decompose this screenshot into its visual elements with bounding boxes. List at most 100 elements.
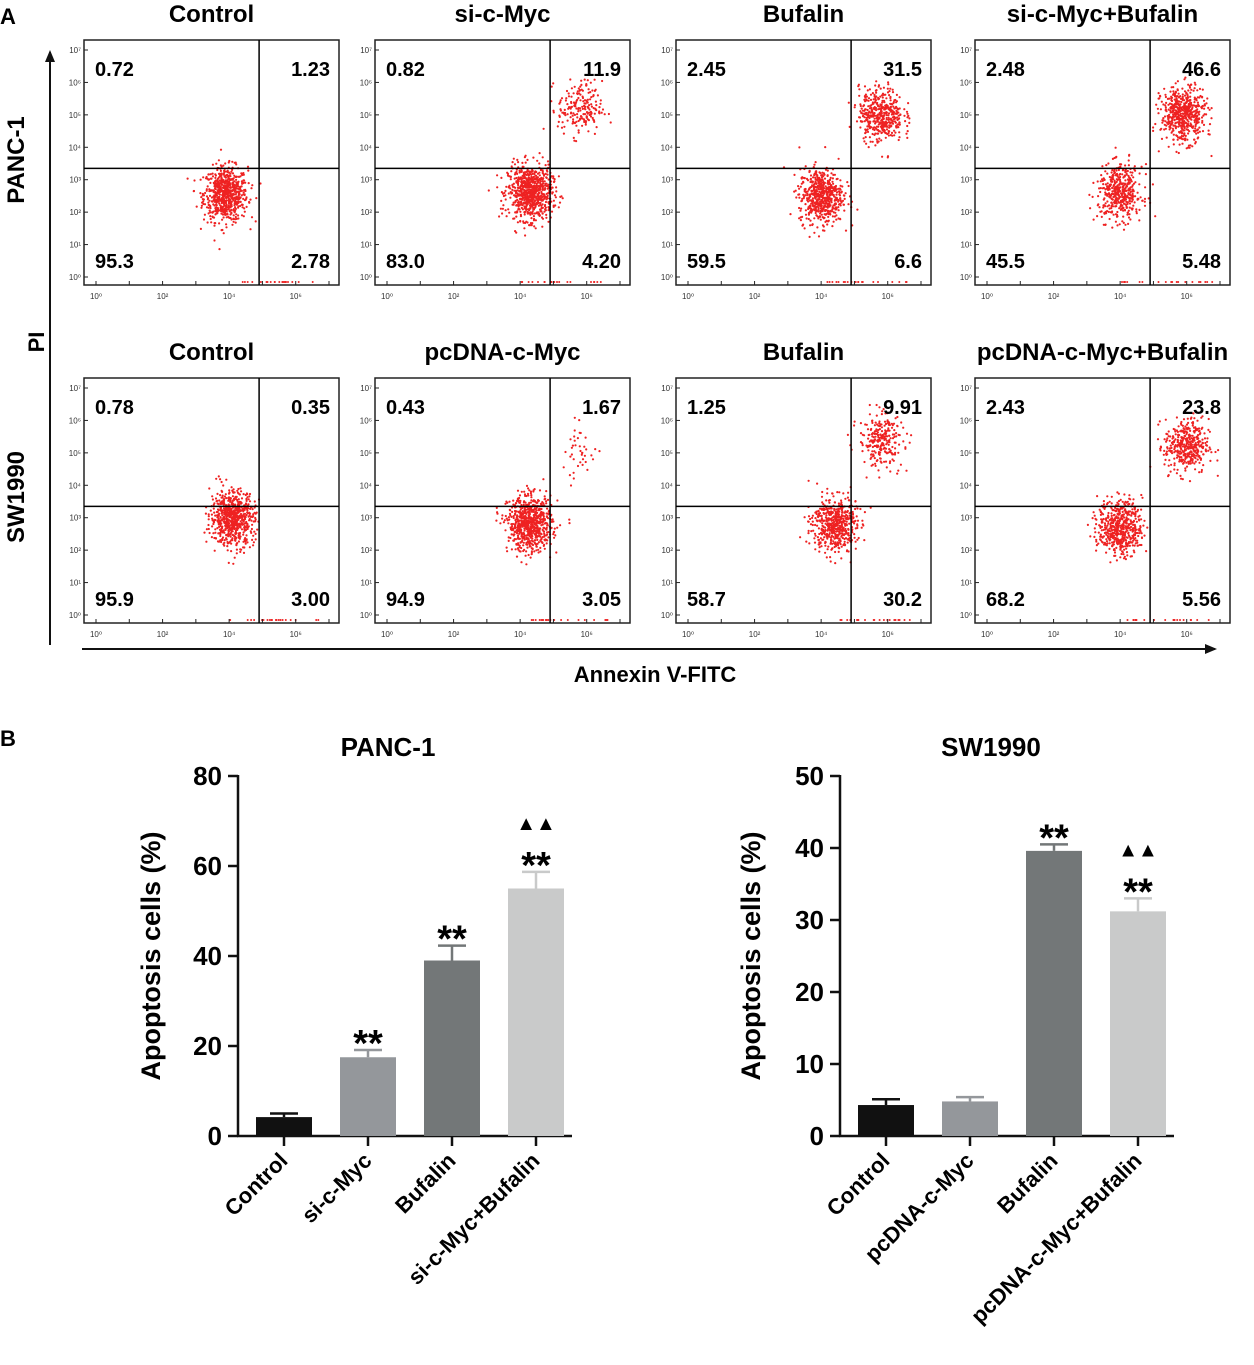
event-dot <box>275 619 278 621</box>
event-dot <box>1121 186 1125 189</box>
event-dot <box>872 281 875 283</box>
event-dot <box>514 194 517 197</box>
event-dot <box>815 205 818 209</box>
event-dot <box>1115 205 1118 208</box>
event-dot <box>530 223 533 226</box>
event-dot <box>1159 108 1162 111</box>
event-dot <box>1113 189 1116 192</box>
event-dot <box>224 205 228 208</box>
event-dot <box>1117 176 1120 179</box>
event-dot <box>1138 172 1141 175</box>
y-tick-label: 10¹ <box>661 241 673 250</box>
event-dot <box>230 200 233 203</box>
event-dot <box>1127 179 1130 182</box>
event-dot <box>863 113 866 116</box>
event-dot <box>1114 195 1117 198</box>
event-dot <box>500 176 503 179</box>
event-dot <box>891 91 895 94</box>
event-dot <box>221 192 225 195</box>
event-dot <box>543 495 546 498</box>
event-dot <box>1166 97 1169 100</box>
event-dot <box>832 220 835 223</box>
event-dot <box>866 125 869 128</box>
event-dot <box>881 99 884 102</box>
event-dot <box>1183 132 1186 135</box>
event-dot <box>569 116 572 119</box>
event-dot <box>1210 107 1213 110</box>
event-dot <box>203 531 206 534</box>
event-dot <box>538 214 541 217</box>
event-dot <box>1186 110 1189 113</box>
event-dot <box>871 114 874 117</box>
event-dot <box>832 182 835 185</box>
event-dot <box>1187 105 1190 108</box>
event-dot <box>220 496 223 499</box>
event-dot <box>506 174 510 177</box>
event-dot <box>1124 187 1127 190</box>
event-dot <box>529 207 532 210</box>
event-dot <box>219 534 222 538</box>
event-dot <box>842 203 846 206</box>
event-dot <box>241 206 244 209</box>
event-dot <box>1172 138 1175 141</box>
event-dot <box>870 104 873 107</box>
y-tick-label: 10⁷ <box>960 46 972 55</box>
event-dot <box>586 112 589 115</box>
event-dot <box>811 189 814 193</box>
event-dot <box>1122 228 1126 231</box>
event-dot <box>1199 281 1202 283</box>
event-dot <box>1165 136 1168 139</box>
event-dot <box>537 184 540 187</box>
event-dot <box>231 495 234 498</box>
event-dot <box>1176 115 1179 119</box>
event-dot <box>587 130 590 133</box>
event-dot <box>219 524 222 528</box>
event-dot <box>1186 96 1189 99</box>
event-dot <box>887 83 890 86</box>
event-dot <box>1126 213 1129 216</box>
event-dot <box>1173 118 1176 121</box>
event-dot <box>577 131 580 134</box>
event-dot <box>581 95 584 98</box>
dotplot-title: Bufalin <box>763 1 844 28</box>
event-dot <box>1122 215 1125 218</box>
event-dot <box>1194 127 1197 130</box>
event-dot <box>282 281 285 283</box>
event-dot <box>580 83 583 86</box>
event-dot <box>541 178 544 181</box>
event-dot <box>1104 205 1107 208</box>
x-tick-label: 10⁰ <box>90 292 102 301</box>
event-dot <box>1172 86 1175 89</box>
y-tick-label: 10⁵ <box>360 111 372 120</box>
event-dot <box>867 111 870 114</box>
event-dot <box>249 228 252 231</box>
event-dot <box>810 210 813 213</box>
event-dot <box>594 88 597 91</box>
event-dot <box>234 189 237 192</box>
event-dot <box>234 186 237 189</box>
event-dot <box>242 179 245 182</box>
event-dot <box>235 548 238 551</box>
event-dot <box>552 82 555 85</box>
event-dot <box>1152 129 1155 132</box>
event-dot <box>582 118 586 121</box>
event-dot <box>810 207 813 210</box>
event-dot <box>823 177 827 180</box>
event-dot <box>514 211 517 214</box>
event-dot <box>522 165 525 168</box>
event-dot <box>1168 113 1171 116</box>
event-dot <box>251 538 254 542</box>
event-dot <box>879 103 882 106</box>
event-dot <box>1180 137 1183 140</box>
event-dot <box>223 210 226 213</box>
event-dot <box>868 136 872 139</box>
event-dot <box>240 194 243 197</box>
event-dot <box>847 203 850 206</box>
event-dot <box>555 190 558 193</box>
event-dot <box>1196 121 1199 124</box>
event-dot <box>227 496 230 500</box>
event-dot <box>863 140 866 143</box>
event-dot <box>234 221 237 224</box>
event-dot <box>539 182 542 185</box>
event-dot <box>835 281 838 283</box>
